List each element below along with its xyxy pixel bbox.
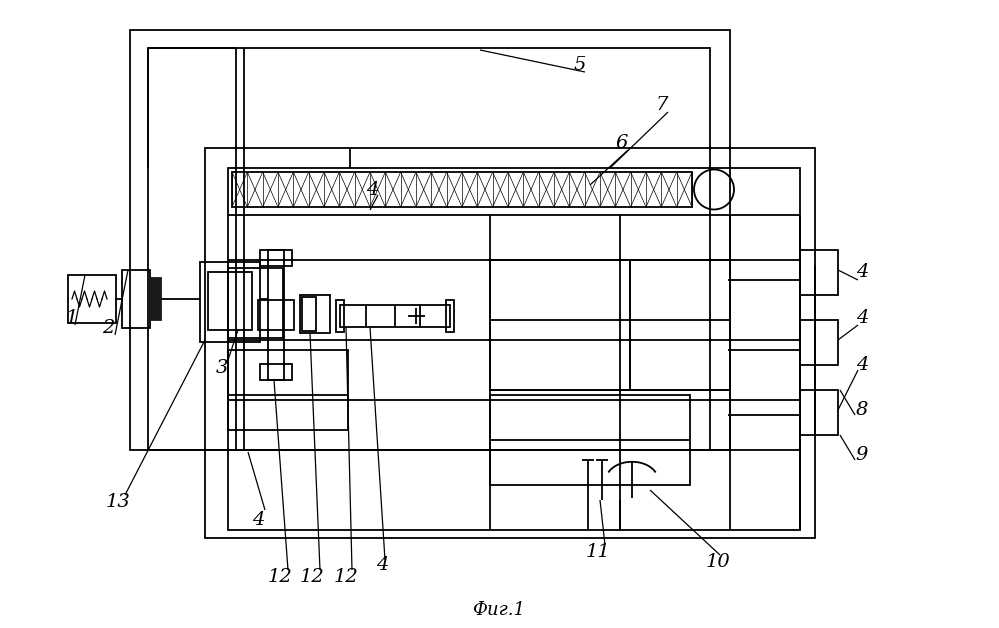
- Text: 4: 4: [366, 181, 379, 199]
- Bar: [149, 278, 161, 320]
- Bar: [122, 270, 150, 328]
- Text: 8: 8: [856, 401, 868, 419]
- Text: 9: 9: [856, 446, 868, 464]
- Bar: [300, 295, 330, 333]
- Text: 5: 5: [573, 56, 586, 74]
- Bar: [130, 30, 730, 450]
- Text: 12: 12: [300, 568, 325, 586]
- Bar: [228, 350, 348, 430]
- Text: 13: 13: [106, 493, 131, 511]
- Bar: [205, 148, 815, 538]
- Bar: [148, 48, 710, 450]
- Bar: [800, 250, 838, 295]
- Bar: [232, 172, 692, 207]
- Bar: [302, 297, 316, 331]
- Text: 6: 6: [615, 134, 628, 152]
- Text: 4: 4: [856, 263, 868, 281]
- Text: 1: 1: [66, 309, 78, 327]
- Bar: [446, 300, 454, 332]
- Bar: [260, 364, 292, 380]
- Bar: [260, 250, 292, 266]
- Bar: [800, 390, 838, 435]
- Bar: [336, 300, 344, 332]
- Text: 4: 4: [376, 556, 389, 574]
- Text: 4: 4: [856, 309, 868, 327]
- Bar: [228, 268, 283, 338]
- Text: 4: 4: [252, 511, 264, 529]
- Text: 12: 12: [334, 568, 359, 586]
- Bar: [800, 320, 838, 365]
- Bar: [630, 260, 730, 390]
- Text: 4: 4: [856, 356, 868, 374]
- Bar: [200, 262, 260, 342]
- Bar: [228, 168, 800, 530]
- Bar: [490, 395, 690, 485]
- Text: 3: 3: [216, 359, 228, 377]
- Text: 12: 12: [268, 568, 293, 586]
- Bar: [68, 275, 116, 323]
- Bar: [268, 250, 284, 380]
- Bar: [490, 260, 630, 390]
- Text: Фиг.1: Фиг.1: [473, 601, 525, 619]
- Bar: [340, 305, 450, 327]
- Bar: [258, 300, 294, 330]
- Text: 10: 10: [705, 553, 730, 571]
- Text: 11: 11: [585, 543, 610, 561]
- Bar: [208, 272, 252, 330]
- Text: 2: 2: [102, 319, 114, 337]
- Text: 7: 7: [655, 96, 668, 114]
